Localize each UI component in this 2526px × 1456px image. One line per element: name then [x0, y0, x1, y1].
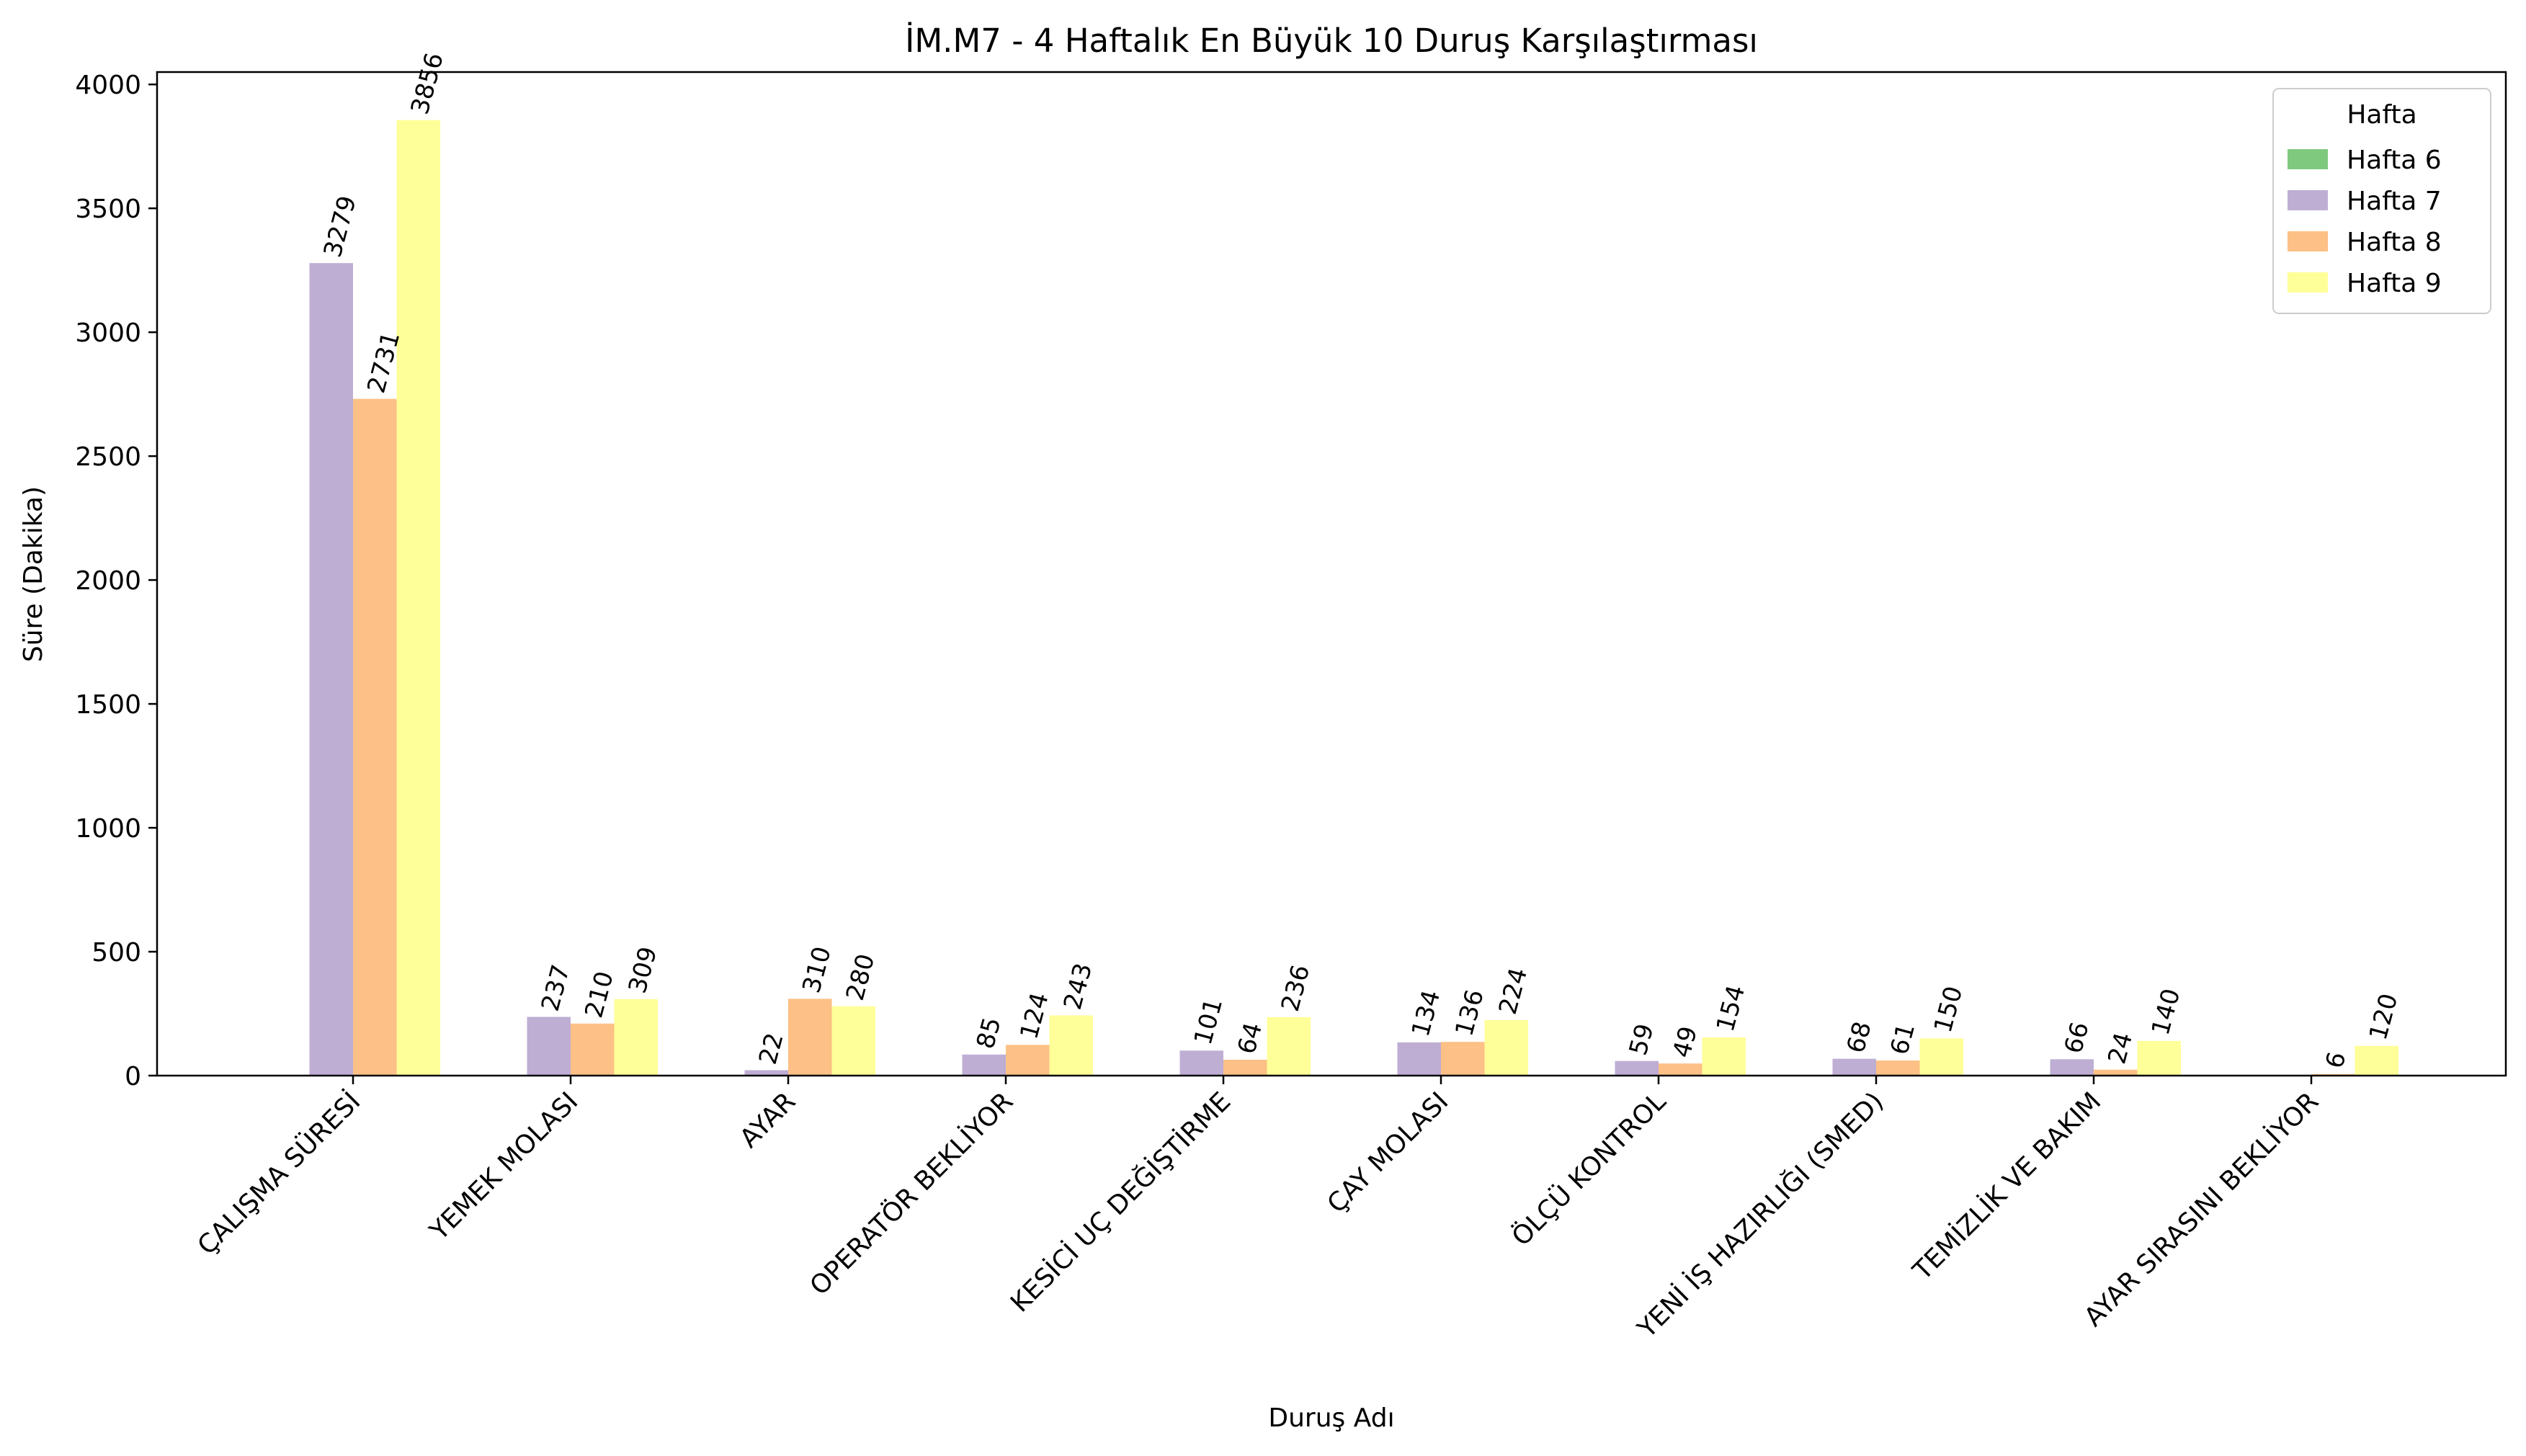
- bar: [1006, 1045, 1050, 1076]
- bar: [1876, 1060, 1920, 1076]
- legend-box: [2272, 88, 2491, 314]
- y-tick-label: 2000: [75, 566, 141, 596]
- bar: [831, 1006, 875, 1076]
- legend-swatch: [2288, 190, 2328, 210]
- bar: [2137, 1040, 2181, 1076]
- chart-title: İM.M7 - 4 Haftalık En Büyük 10 Duruş Kar…: [905, 22, 1758, 60]
- legend-entry: Hafta 8: [2347, 228, 2442, 257]
- bar: [1702, 1037, 1746, 1076]
- bar: [1397, 1042, 1441, 1076]
- bar-value-label: 150: [1929, 983, 1968, 1036]
- x-tick-label: KESİCİ UÇ DEĞİŞTİRME: [1004, 1086, 1236, 1318]
- bar: [788, 999, 832, 1076]
- legend-entry: Hafta 6: [2347, 146, 2442, 175]
- bar-value-label: 210: [579, 968, 619, 1021]
- y-tick-label: 3000: [75, 318, 141, 348]
- bar-value-label: 61: [1885, 1020, 1921, 1058]
- bar: [1615, 1060, 1659, 1076]
- bar: [1223, 1059, 1267, 1076]
- bar: [527, 1017, 571, 1076]
- bar: [353, 398, 397, 1076]
- bar-value-label: 64: [1232, 1019, 1268, 1057]
- bar-value-label: 101: [1189, 996, 1228, 1048]
- legend: Hafta Hafta 6 Hafta 7 Hafta 8 Hafta 9: [2272, 88, 2491, 314]
- bar-value-label: 224: [1494, 965, 1533, 1017]
- legend-entry: Hafta 9: [2347, 269, 2442, 298]
- y-axis-label: Süre (Dakika): [19, 486, 48, 662]
- x-tick-label: ÇAY MOLASI: [1322, 1086, 1455, 1219]
- x-tick-label: YEMEK MOLASI: [424, 1086, 584, 1246]
- bar: [2355, 1045, 2398, 1076]
- legend-entry: Hafta 7: [2347, 187, 2442, 216]
- y-tick-label: 500: [92, 938, 141, 968]
- bar-value-label: 124: [1014, 990, 1054, 1042]
- bar-value-label: 3279: [318, 193, 362, 261]
- x-tick-label: AYAR SIRASINI BEKLİYOR: [2079, 1086, 2325, 1333]
- y-axis: 0 500 1000 1500 2000 2500 3000 3500 4000: [75, 71, 157, 1091]
- y-tick-label: 0: [125, 1062, 141, 1091]
- y-tick-label: 4000: [75, 71, 141, 100]
- bar: [309, 263, 353, 1076]
- x-tick-label: TEMİZLİK VE BAKIM: [1906, 1086, 2107, 1287]
- bar-value-label: 310: [797, 944, 836, 996]
- bar: [962, 1054, 1006, 1076]
- y-tick-label: 1000: [75, 814, 141, 844]
- y-tick-label: 3500: [75, 195, 141, 224]
- plot-frame: [156, 71, 2507, 1077]
- x-tick-label: ÇALIŞMA SÜRESİ: [192, 1086, 366, 1261]
- bar-value-label: 136: [1450, 987, 1489, 1040]
- bar-value-label: 309: [623, 944, 663, 996]
- bar-value-label: 3856: [406, 50, 450, 117]
- x-tick-label: YENİ İŞ HAZIRLIĞI (SMED): [1631, 1086, 1889, 1344]
- bar: [614, 999, 658, 1076]
- x-tick-label: AYAR: [734, 1086, 801, 1153]
- y-tick-label: 2500: [75, 442, 141, 472]
- bar-value-label: 280: [841, 951, 880, 1004]
- bar-value-label: 59: [1624, 1021, 1660, 1058]
- bars-layer: [309, 120, 2398, 1076]
- bar-value-label: 237: [536, 962, 576, 1014]
- y-tick-label: 1500: [75, 690, 141, 720]
- bar-value-label: 140: [2146, 986, 2186, 1038]
- bar-value-label: 22: [754, 1030, 790, 1068]
- bar: [396, 120, 440, 1076]
- x-tick-label: OPERATÖR BEKLİYOR: [804, 1086, 1019, 1301]
- bar-value-label: 49: [1667, 1023, 1703, 1060]
- bar-value-label: 68: [1842, 1019, 1878, 1056]
- bar-value-label: 6: [2320, 1049, 2352, 1071]
- bar: [744, 1070, 788, 1076]
- legend-title: Hafta: [2347, 100, 2416, 130]
- bar: [1441, 1042, 1485, 1076]
- bar: [2050, 1059, 2094, 1076]
- bar-value-label: 134: [1406, 987, 1446, 1040]
- bar-value-label: 154: [1711, 982, 1751, 1035]
- bar: [1049, 1015, 1093, 1076]
- bar-value-label: 236: [1276, 962, 1316, 1014]
- bar: [1484, 1019, 1528, 1076]
- bar: [1919, 1038, 1963, 1076]
- x-axis: ÇALIŞMA SÜRESİ YEMEK MOLASI AYAR OPERATÖR B…: [192, 1076, 2324, 1344]
- bar: [1179, 1050, 1223, 1076]
- bar: [1659, 1063, 1702, 1076]
- bar: [571, 1023, 615, 1076]
- bar-value-label: 243: [1058, 960, 1098, 1013]
- bar: [1267, 1017, 1311, 1076]
- bar-value-label: 85: [971, 1014, 1007, 1052]
- bar: [2094, 1069, 2138, 1076]
- legend-swatch: [2288, 231, 2328, 251]
- bar: [1832, 1058, 1876, 1076]
- x-axis-label: Duruş Adı: [1268, 1403, 1394, 1433]
- bar-value-label: 24: [2102, 1030, 2138, 1067]
- legend-swatch: [2288, 149, 2328, 169]
- bar-value-label: 66: [2059, 1019, 2095, 1056]
- x-tick-label: ÖLÇÜ KONTROL: [1506, 1086, 1672, 1252]
- legend-swatch: [2288, 272, 2328, 292]
- bar-value-label: 120: [2364, 991, 2404, 1043]
